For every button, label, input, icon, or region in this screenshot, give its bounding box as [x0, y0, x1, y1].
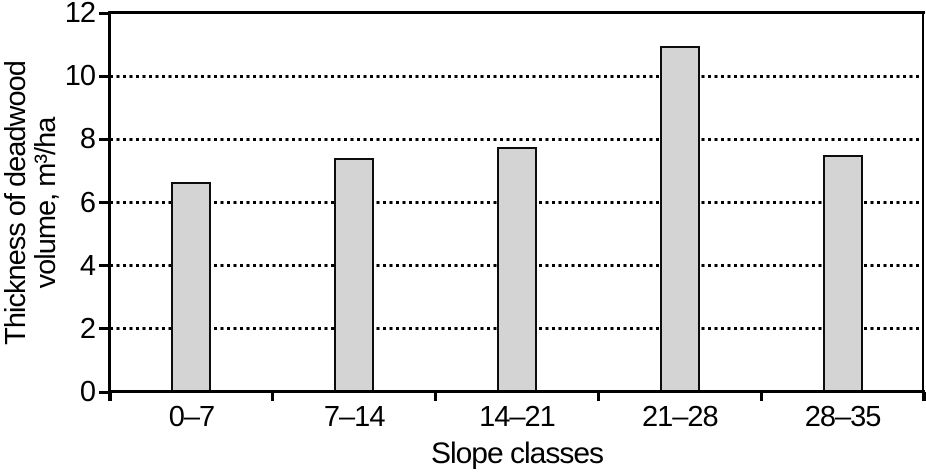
plot-right-border	[922, 11, 924, 401]
x-tick-5	[922, 392, 926, 401]
y-tick-4	[99, 264, 108, 268]
bar-21–28	[659, 46, 700, 392]
x-tick-label-28–35: 28–35	[804, 401, 882, 433]
x-tick-label-0–7: 0–7	[168, 401, 215, 433]
bar-28–35	[822, 155, 863, 392]
y-tick-label-4: 4	[79, 249, 96, 282]
bar-7–14	[334, 158, 375, 392]
y-tick-2	[99, 327, 108, 331]
x-tick-0	[108, 392, 112, 401]
y-tick-10	[99, 74, 108, 78]
plot-top-border	[108, 11, 925, 14]
x-tick-label-21–28: 21–28	[641, 401, 719, 433]
x-axis-title: Slope classes	[430, 437, 604, 470]
y-tick-6	[99, 201, 108, 204]
x-tick-3	[596, 392, 600, 401]
bar-0–7	[171, 181, 212, 392]
y-axis-line	[108, 11, 111, 401]
gridline-8	[110, 137, 924, 141]
y-tick-label-8: 8	[79, 123, 96, 156]
y-tick-12	[99, 11, 108, 15]
y-tick-label-10: 10	[64, 60, 96, 93]
x-tick-label-7–14: 7–14	[323, 401, 386, 433]
bar-14–21	[497, 147, 537, 392]
y-tick-8	[99, 137, 108, 141]
x-tick-label-14–21: 14–21	[479, 401, 556, 433]
y-tick-label-6: 6	[79, 186, 96, 219]
x-tick-4	[759, 392, 763, 401]
y-tick-label-12: 12	[64, 0, 96, 29]
y-tick-label-0: 0	[79, 376, 96, 408]
gridline-10	[110, 74, 924, 78]
y-tick-label-2: 2	[79, 312, 96, 345]
x-tick-2	[434, 392, 438, 401]
y-tick-0	[99, 390, 108, 394]
x-axis-line	[108, 390, 925, 393]
x-tick-1	[271, 392, 275, 401]
